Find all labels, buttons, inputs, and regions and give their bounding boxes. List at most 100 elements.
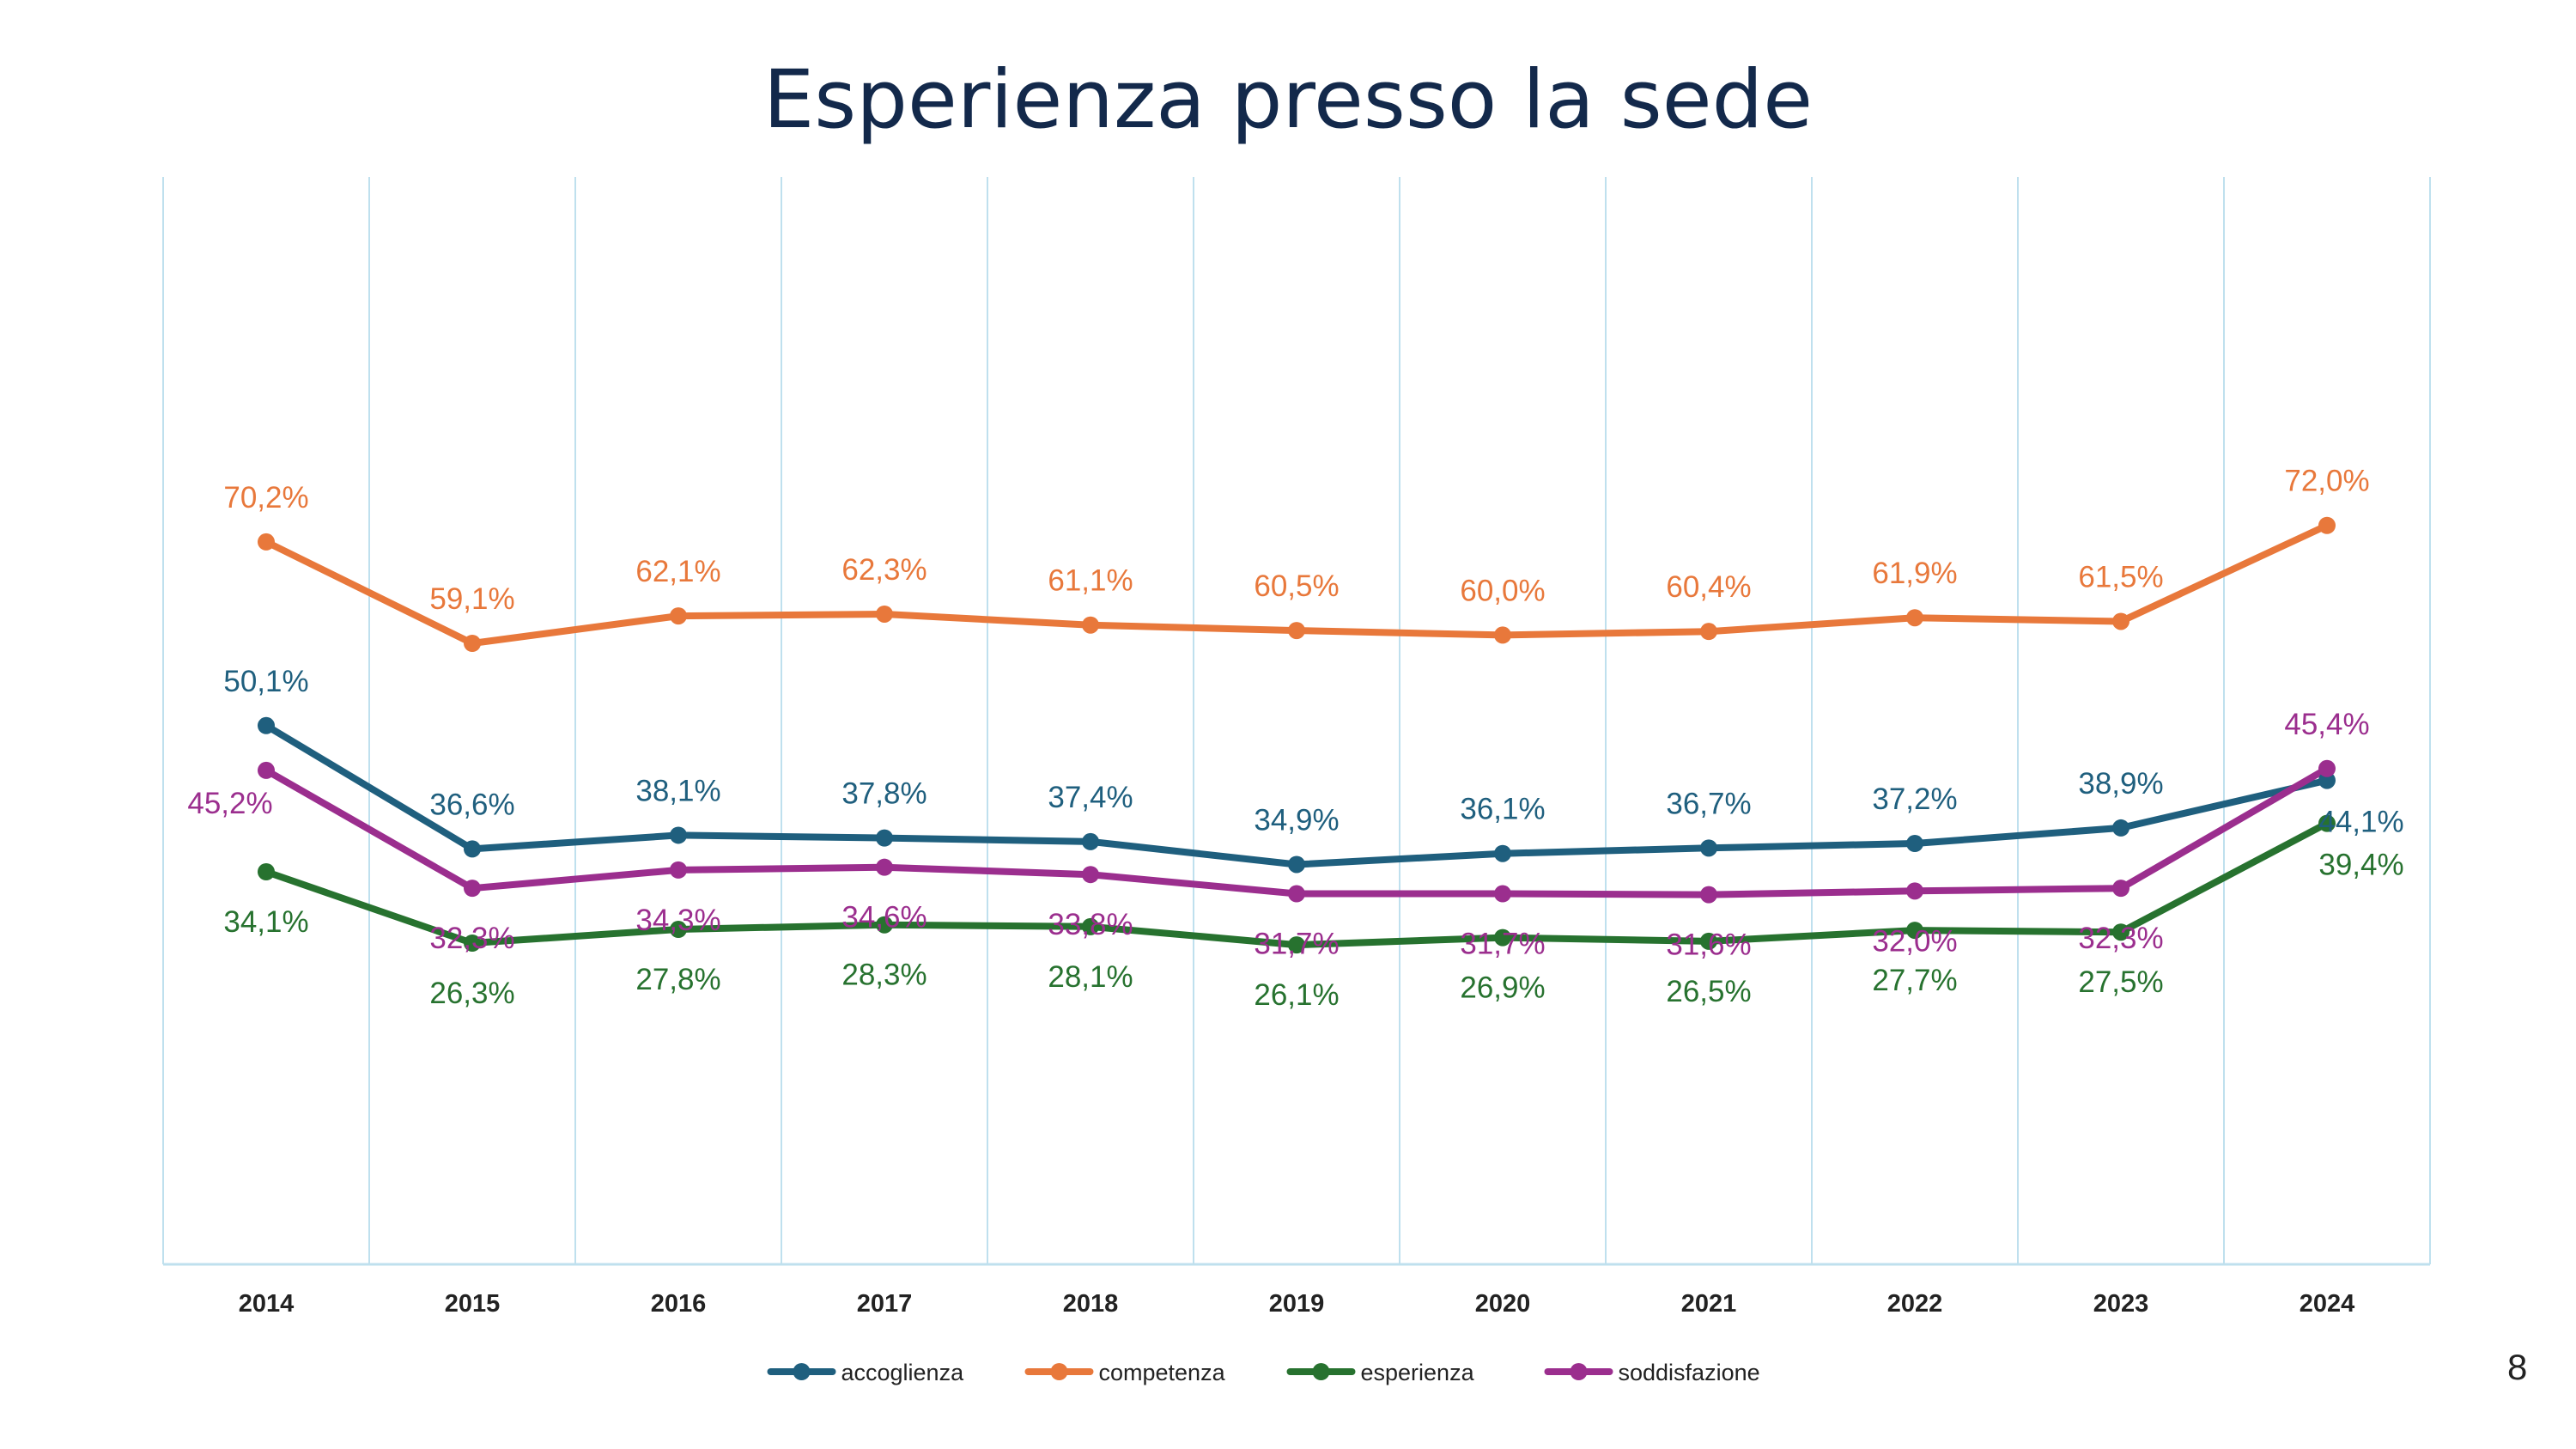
data-point-esperienza	[2112, 923, 2129, 941]
data-label-competenza: 62,1%	[635, 555, 720, 588]
x-tick-label: 2020	[1475, 1290, 1531, 1318]
x-tick-label: 2021	[1681, 1290, 1737, 1318]
x-tick-label: 2017	[857, 1290, 913, 1318]
data-label-accoglienza: 38,9%	[2078, 767, 2163, 801]
data-label-competenza: 61,1%	[1048, 564, 1133, 598]
legend-item-esperienza: esperienza	[1286, 1360, 1475, 1385]
data-point-competenza	[1700, 623, 1717, 641]
data-label-soddisfazione: 34,6%	[841, 901, 927, 935]
data-label-competenza: 62,3%	[841, 553, 927, 587]
x-tick-label: 2023	[2093, 1290, 2149, 1318]
legend-marker	[793, 1363, 811, 1380]
data-point-competenza	[1288, 622, 1305, 640]
data-point-accoglienza	[1288, 855, 1305, 874]
data-point-esperienza	[1494, 928, 1511, 947]
legend-item-accoglienza: accoglienza	[767, 1360, 965, 1385]
data-label-soddisfazione: 33,8%	[1048, 908, 1133, 941]
legend-marker	[1312, 1363, 1330, 1380]
data-label-esperienza: 28,1%	[1048, 960, 1133, 994]
data-label-accoglienza: 37,2%	[1872, 782, 1957, 816]
data-point-soddisfazione	[1494, 885, 1511, 903]
data-point-accoglienza	[1700, 839, 1717, 857]
data-label-esperienza: 26,9%	[1460, 971, 1545, 1005]
data-point-esperienza	[670, 921, 687, 939]
data-label-competenza: 60,5%	[1254, 569, 1339, 603]
data-point-accoglienza	[670, 826, 687, 844]
data-label-esperienza: 26,5%	[1666, 975, 1751, 1008]
data-label-soddisfazione: 45,4%	[2284, 708, 2369, 741]
data-point-soddisfazione	[670, 861, 687, 879]
data-point-accoglienza	[464, 840, 481, 858]
data-point-competenza	[258, 533, 275, 551]
x-tick-label: 2022	[1887, 1290, 1943, 1318]
data-label-esperienza: 28,3%	[841, 959, 927, 992]
legend-label: soddisfazione	[1619, 1360, 1760, 1385]
x-tick-label: 2014	[239, 1290, 295, 1318]
data-label-soddisfazione: 31,7%	[1460, 928, 1545, 961]
data-point-soddisfazione	[876, 858, 893, 876]
data-point-esperienza	[1288, 936, 1305, 954]
data-label-esperienza: 27,5%	[2078, 965, 2163, 999]
legend-item-soddisfazione: soddisfazione	[1544, 1360, 1760, 1385]
data-point-accoglienza	[2112, 819, 2129, 837]
data-point-accoglienza	[1494, 844, 1511, 862]
data-label-esperienza: 27,7%	[1872, 964, 1957, 997]
data-label-accoglienza: 36,6%	[429, 788, 514, 821]
data-label-accoglienza: 37,8%	[841, 777, 927, 811]
data-label-competenza: 61,5%	[2078, 560, 2163, 594]
data-label-accoglienza: 36,7%	[1666, 787, 1751, 820]
data-point-soddisfazione	[2112, 880, 2129, 898]
page-number: 8	[2507, 1347, 2528, 1387]
legend-label: competenza	[1099, 1360, 1226, 1385]
data-label-soddisfazione: 32,3%	[2078, 922, 2163, 955]
data-label-accoglienza: 44,1%	[2318, 806, 2403, 839]
data-label-soddisfazione: 45,2%	[187, 787, 272, 820]
data-point-soddisfazione	[464, 880, 481, 898]
data-point-competenza	[1494, 626, 1511, 644]
data-label-esperienza: 34,1%	[223, 905, 308, 939]
data-point-esperienza	[876, 916, 893, 934]
data-point-competenza	[1906, 609, 1923, 627]
data-point-accoglienza	[2318, 771, 2336, 789]
data-point-competenza	[876, 605, 893, 623]
x-tick-label: 2015	[445, 1290, 501, 1318]
data-point-competenza	[670, 607, 687, 625]
data-label-esperienza: 26,1%	[1254, 978, 1339, 1012]
data-label-competenza: 61,9%	[1872, 557, 1957, 590]
data-point-competenza	[2318, 516, 2336, 534]
data-label-competenza: 60,4%	[1666, 570, 1751, 604]
legend-item-competenza: competenza	[1024, 1360, 1226, 1385]
data-point-accoglienza	[1906, 835, 1923, 853]
data-label-accoglienza: 37,4%	[1048, 781, 1133, 814]
data-point-soddisfazione	[1288, 885, 1305, 903]
x-tick-label: 2018	[1063, 1290, 1119, 1318]
data-label-accoglienza: 34,9%	[1254, 803, 1339, 837]
data-point-competenza	[2112, 612, 2129, 630]
data-label-accoglienza: 50,1%	[223, 665, 308, 698]
data-point-esperienza	[1906, 922, 1923, 940]
data-point-competenza	[464, 635, 481, 652]
data-point-esperienza	[464, 934, 481, 952]
data-point-soddisfazione	[1082, 866, 1099, 884]
data-point-soddisfazione	[2318, 759, 2336, 777]
data-label-accoglienza: 38,1%	[635, 774, 720, 807]
legend-label: accoglienza	[841, 1360, 965, 1385]
data-point-accoglienza	[1082, 832, 1099, 850]
data-label-soddisfazione: 34,3%	[635, 904, 720, 937]
data-point-soddisfazione	[258, 761, 275, 779]
data-label-competenza: 60,0%	[1460, 574, 1545, 607]
data-label-soddisfazione: 32,3%	[429, 922, 514, 955]
data-label-competenza: 59,1%	[429, 582, 514, 616]
data-point-esperienza	[2318, 814, 2336, 832]
data-label-accoglienza: 36,1%	[1460, 793, 1545, 826]
data-point-esperienza	[1082, 917, 1099, 935]
data-label-esperienza: 26,3%	[429, 977, 514, 1010]
data-point-esperienza	[258, 863, 275, 880]
data-label-esperienza: 39,4%	[2318, 849, 2403, 882]
slide-title: Esperienza presso la sede	[762, 53, 1814, 147]
x-tick-label: 2016	[651, 1290, 707, 1318]
data-label-soddisfazione: 32,0%	[1872, 924, 1957, 958]
data-point-esperienza	[1700, 932, 1717, 950]
